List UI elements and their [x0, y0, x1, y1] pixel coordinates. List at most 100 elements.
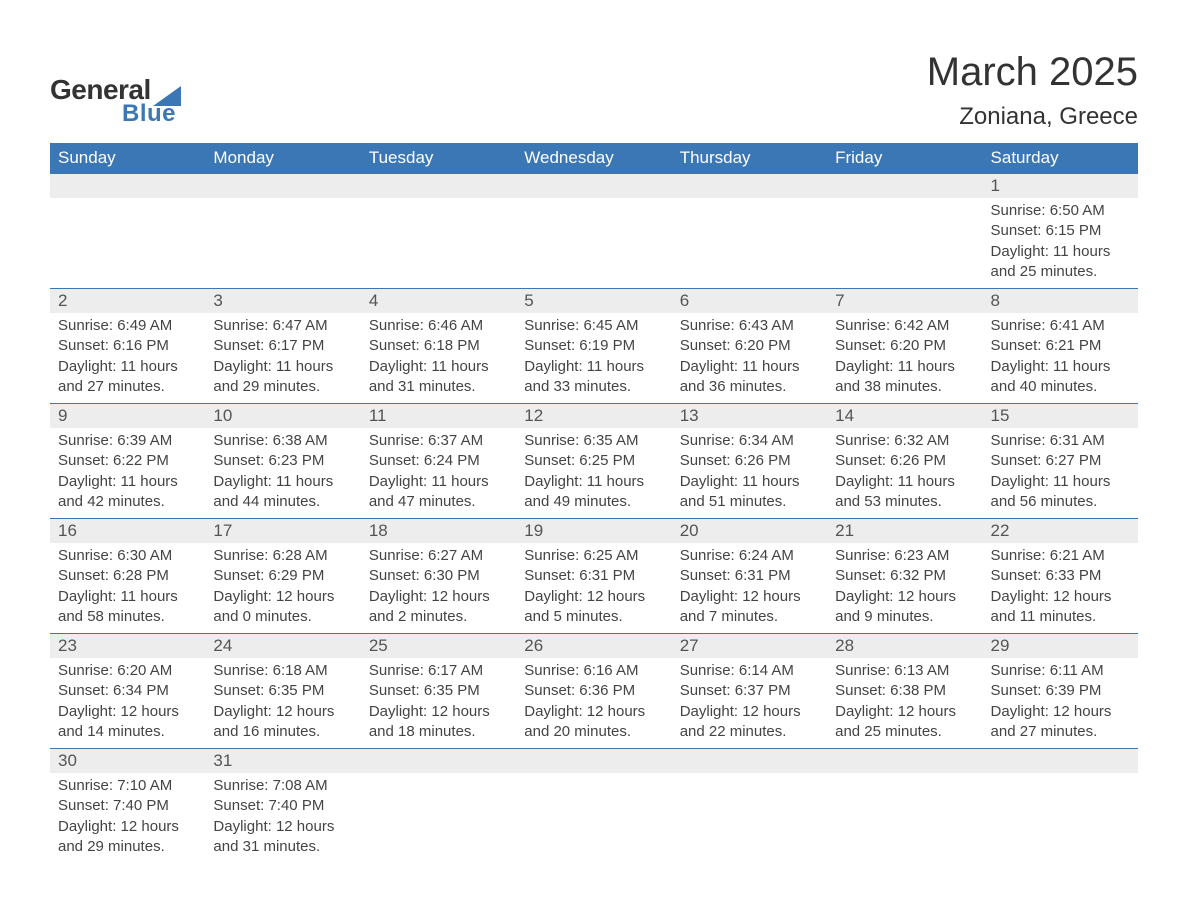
calendar-day-cell	[516, 174, 671, 289]
day-sunrise: Sunrise: 6:25 AM	[524, 546, 663, 566]
day-daylight1: Daylight: 11 hours	[369, 472, 508, 492]
day-sunrise: Sunrise: 6:50 AM	[991, 201, 1130, 221]
day-sunset: Sunset: 6:21 PM	[991, 336, 1130, 356]
calendar-week-row: 16Sunrise: 6:30 AMSunset: 6:28 PMDayligh…	[50, 519, 1138, 634]
calendar-week-row: 30Sunrise: 7:10 AMSunset: 7:40 PMDayligh…	[50, 749, 1138, 864]
day-sunrise: Sunrise: 6:28 AM	[213, 546, 352, 566]
day-number: 28	[827, 634, 982, 658]
day-daylight2: and 25 minutes.	[835, 722, 974, 742]
day-details: Sunrise: 6:32 AMSunset: 6:26 PMDaylight:…	[827, 428, 982, 518]
day-daylight2: and 0 minutes.	[213, 607, 352, 627]
day-daylight1: Daylight: 12 hours	[524, 587, 663, 607]
calendar-day-cell: 23Sunrise: 6:20 AMSunset: 6:34 PMDayligh…	[50, 634, 205, 749]
day-daylight2: and 51 minutes.	[680, 492, 819, 512]
day-number	[205, 174, 360, 198]
calendar-day-cell	[672, 174, 827, 289]
day-daylight1: Daylight: 11 hours	[991, 357, 1130, 377]
day-number: 8	[983, 289, 1138, 313]
day-sunset: Sunset: 6:34 PM	[58, 681, 197, 701]
calendar-day-cell	[361, 174, 516, 289]
day-sunset: Sunset: 6:35 PM	[213, 681, 352, 701]
day-sunrise: Sunrise: 6:41 AM	[991, 316, 1130, 336]
day-sunrise: Sunrise: 6:38 AM	[213, 431, 352, 451]
day-sunset: Sunset: 6:32 PM	[835, 566, 974, 586]
day-daylight2: and 38 minutes.	[835, 377, 974, 397]
calendar-day-cell: 4Sunrise: 6:46 AMSunset: 6:18 PMDaylight…	[361, 289, 516, 404]
day-details: Sunrise: 6:35 AMSunset: 6:25 PMDaylight:…	[516, 428, 671, 518]
day-sunrise: Sunrise: 6:45 AM	[524, 316, 663, 336]
calendar-header-cell: Sunday	[50, 143, 205, 174]
day-daylight1: Daylight: 11 hours	[991, 472, 1130, 492]
day-sunrise: Sunrise: 6:34 AM	[680, 431, 819, 451]
day-sunrise: Sunrise: 6:18 AM	[213, 661, 352, 681]
day-details: Sunrise: 6:31 AMSunset: 6:27 PMDaylight:…	[983, 428, 1138, 518]
day-sunrise: Sunrise: 6:20 AM	[58, 661, 197, 681]
day-daylight1: Daylight: 11 hours	[213, 357, 352, 377]
day-daylight1: Daylight: 11 hours	[680, 357, 819, 377]
day-sunset: Sunset: 6:16 PM	[58, 336, 197, 356]
day-number: 23	[50, 634, 205, 658]
calendar-day-cell: 2Sunrise: 6:49 AMSunset: 6:16 PMDaylight…	[50, 289, 205, 404]
day-daylight1: Daylight: 11 hours	[680, 472, 819, 492]
day-daylight2: and 11 minutes.	[991, 607, 1130, 627]
day-number	[672, 174, 827, 198]
calendar-day-cell: 16Sunrise: 6:30 AMSunset: 6:28 PMDayligh…	[50, 519, 205, 634]
calendar-week-row: 1Sunrise: 6:50 AMSunset: 6:15 PMDaylight…	[50, 174, 1138, 289]
calendar-header-cell: Saturday	[983, 143, 1138, 174]
day-sunset: Sunset: 6:31 PM	[524, 566, 663, 586]
day-daylight2: and 27 minutes.	[991, 722, 1130, 742]
day-sunset: Sunset: 6:37 PM	[680, 681, 819, 701]
day-sunrise: Sunrise: 6:21 AM	[991, 546, 1130, 566]
day-details: Sunrise: 7:08 AMSunset: 7:40 PMDaylight:…	[205, 773, 360, 863]
calendar-table: SundayMondayTuesdayWednesdayThursdayFrid…	[50, 143, 1138, 863]
day-number: 9	[50, 404, 205, 428]
calendar-day-cell	[361, 749, 516, 864]
day-details: Sunrise: 6:30 AMSunset: 6:28 PMDaylight:…	[50, 543, 205, 633]
calendar-day-cell: 14Sunrise: 6:32 AMSunset: 6:26 PMDayligh…	[827, 404, 982, 519]
day-sunrise: Sunrise: 6:35 AM	[524, 431, 663, 451]
header: General Blue March 2025 Zoniana, Greece	[50, 50, 1138, 131]
calendar-day-cell: 8 Sunrise: 6:41 AMSunset: 6:21 PMDaylight…	[983, 289, 1138, 404]
day-details: Sunrise: 6:38 AMSunset: 6:23 PMDaylight:…	[205, 428, 360, 518]
day-sunrise: Sunrise: 7:10 AM	[58, 776, 197, 796]
day-sunset: Sunset: 6:24 PM	[369, 451, 508, 471]
day-sunrise: Sunrise: 6:32 AM	[835, 431, 974, 451]
day-number: 20	[672, 519, 827, 543]
day-daylight2: and 14 minutes.	[58, 722, 197, 742]
day-daylight1: Daylight: 12 hours	[58, 817, 197, 837]
day-details: Sunrise: 6:14 AMSunset: 6:37 PMDaylight:…	[672, 658, 827, 748]
day-details: Sunrise: 6:43 AMSunset: 6:20 PMDaylight:…	[672, 313, 827, 403]
day-details: Sunrise: 6:47 AMSunset: 6:17 PMDaylight:…	[205, 313, 360, 403]
calendar-day-cell	[827, 749, 982, 864]
day-sunrise: Sunrise: 6:47 AM	[213, 316, 352, 336]
calendar-week-row: 23 Sunrise: 6:20 AMSunset: 6:34 PM Dayligh…	[50, 634, 1138, 749]
calendar-day-cell	[516, 749, 671, 864]
day-daylight1: Daylight: 11 hours	[369, 357, 508, 377]
day-daylight1: Daylight: 12 hours	[680, 702, 819, 722]
calendar-header-cell: Thursday	[672, 143, 827, 174]
day-details: Sunrise: 6:13 AMSunset: 6:38 PMDaylight:…	[827, 658, 982, 748]
day-sunset: Sunset: 6:35 PM	[369, 681, 508, 701]
day-sunrise: Sunrise: 6:43 AM	[680, 316, 819, 336]
day-number	[361, 749, 516, 773]
day-daylight2: and 25 minutes.	[991, 262, 1130, 282]
day-sunset: Sunset: 6:31 PM	[680, 566, 819, 586]
day-daylight1: Daylight: 11 hours	[835, 472, 974, 492]
day-daylight2: and 20 minutes.	[524, 722, 663, 742]
day-sunrise: Sunrise: 6:30 AM	[58, 546, 197, 566]
day-number: 15	[983, 404, 1138, 428]
day-number: 27	[672, 634, 827, 658]
day-number: 14	[827, 404, 982, 428]
day-details: Sunrise: 6:18 AMSunset: 6:35 PMDaylight:…	[205, 658, 360, 748]
day-details: Sunrise: 6:21 AMSunset: 6:33 PMDaylight:…	[983, 543, 1138, 633]
logo: General Blue	[50, 74, 181, 128]
day-daylight2: and 33 minutes.	[524, 377, 663, 397]
day-daylight2: and 56 minutes.	[991, 492, 1130, 512]
calendar-day-cell	[827, 174, 982, 289]
day-daylight1: Daylight: 11 hours	[524, 472, 663, 492]
day-daylight2: and 31 minutes.	[213, 837, 352, 857]
day-number: 19	[516, 519, 671, 543]
day-sunrise: Sunrise: 6:13 AM	[835, 661, 974, 681]
day-daylight2: and 5 minutes.	[524, 607, 663, 627]
day-daylight2: and 27 minutes.	[58, 377, 197, 397]
